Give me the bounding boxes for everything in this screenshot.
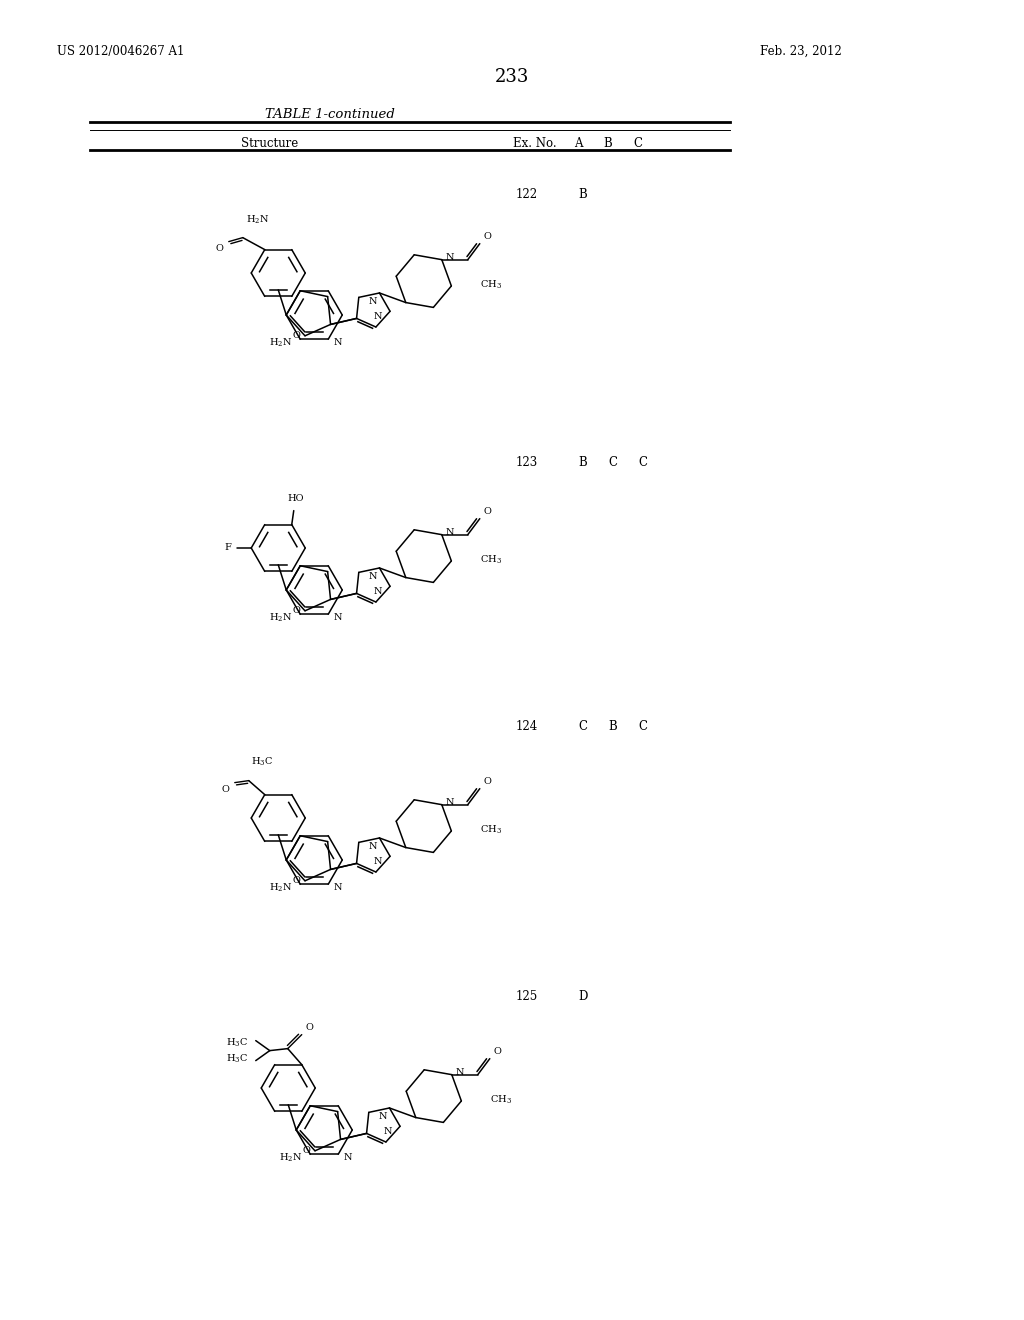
Text: $\mathregular{H_2N}$: $\mathregular{H_2N}$ — [279, 1152, 302, 1164]
Text: $\mathregular{H_3C}$: $\mathregular{H_3C}$ — [225, 1036, 248, 1049]
Text: D: D — [578, 990, 588, 1003]
Text: C: C — [638, 455, 647, 469]
Text: O: O — [483, 507, 492, 516]
Text: N: N — [369, 297, 378, 306]
Text: 124: 124 — [516, 719, 539, 733]
Text: N: N — [445, 253, 455, 263]
Text: B: B — [578, 455, 587, 469]
Text: $\mathregular{H_2N}$: $\mathregular{H_2N}$ — [246, 213, 269, 226]
Text: Feb. 23, 2012: Feb. 23, 2012 — [760, 45, 842, 58]
Text: C: C — [634, 137, 642, 150]
Text: B: B — [578, 187, 587, 201]
Text: A: A — [573, 137, 583, 150]
Text: N: N — [379, 1111, 387, 1121]
Text: $\mathregular{CH_3}$: $\mathregular{CH_3}$ — [480, 824, 502, 836]
Text: $\mathregular{H_2N}$: $\mathregular{H_2N}$ — [269, 337, 292, 350]
Text: F: F — [224, 544, 231, 553]
Text: N: N — [343, 1152, 352, 1162]
Text: O: O — [216, 244, 224, 252]
Text: O: O — [483, 231, 492, 240]
Text: N: N — [445, 799, 455, 807]
Text: O: O — [494, 1047, 502, 1056]
Text: O: O — [306, 1023, 313, 1032]
Text: O: O — [302, 1146, 310, 1155]
Text: N: N — [369, 842, 378, 851]
Text: TABLE 1-continued: TABLE 1-continued — [265, 108, 395, 121]
Text: $\mathregular{CH_3}$: $\mathregular{CH_3}$ — [480, 553, 502, 566]
Text: US 2012/0046267 A1: US 2012/0046267 A1 — [57, 45, 184, 58]
Text: $\mathregular{H_3C}$: $\mathregular{H_3C}$ — [225, 1052, 248, 1065]
Text: N: N — [333, 612, 342, 622]
Text: 122: 122 — [516, 187, 539, 201]
Text: $\mathregular{H_2N}$: $\mathregular{H_2N}$ — [269, 612, 292, 624]
Text: C: C — [608, 455, 617, 469]
Text: B: B — [603, 137, 612, 150]
Text: N: N — [445, 528, 455, 537]
Text: O: O — [483, 776, 492, 785]
Text: 123: 123 — [516, 455, 539, 469]
Text: N: N — [384, 1127, 392, 1137]
Text: O: O — [292, 606, 300, 615]
Text: N: N — [333, 338, 342, 347]
Text: O: O — [292, 876, 300, 886]
Text: HO: HO — [288, 494, 304, 503]
Text: C: C — [638, 719, 647, 733]
Text: O: O — [292, 331, 300, 341]
Text: C: C — [578, 719, 587, 733]
Text: N: N — [374, 587, 382, 597]
Text: $\mathregular{H_2N}$: $\mathregular{H_2N}$ — [269, 882, 292, 895]
Text: N: N — [456, 1068, 464, 1077]
Text: Ex. No.: Ex. No. — [513, 137, 557, 150]
Text: 125: 125 — [516, 990, 539, 1003]
Text: $\mathregular{CH_3}$: $\mathregular{CH_3}$ — [489, 1094, 512, 1106]
Text: N: N — [374, 312, 382, 321]
Text: 233: 233 — [495, 69, 529, 86]
Text: B: B — [608, 719, 616, 733]
Text: $\mathregular{CH_3}$: $\mathregular{CH_3}$ — [480, 279, 502, 292]
Text: N: N — [374, 857, 382, 866]
Text: O: O — [222, 784, 229, 793]
Text: $\mathregular{H_3C}$: $\mathregular{H_3C}$ — [251, 755, 272, 768]
Text: Structure: Structure — [242, 137, 299, 150]
Text: N: N — [333, 883, 342, 892]
Text: N: N — [369, 572, 378, 581]
